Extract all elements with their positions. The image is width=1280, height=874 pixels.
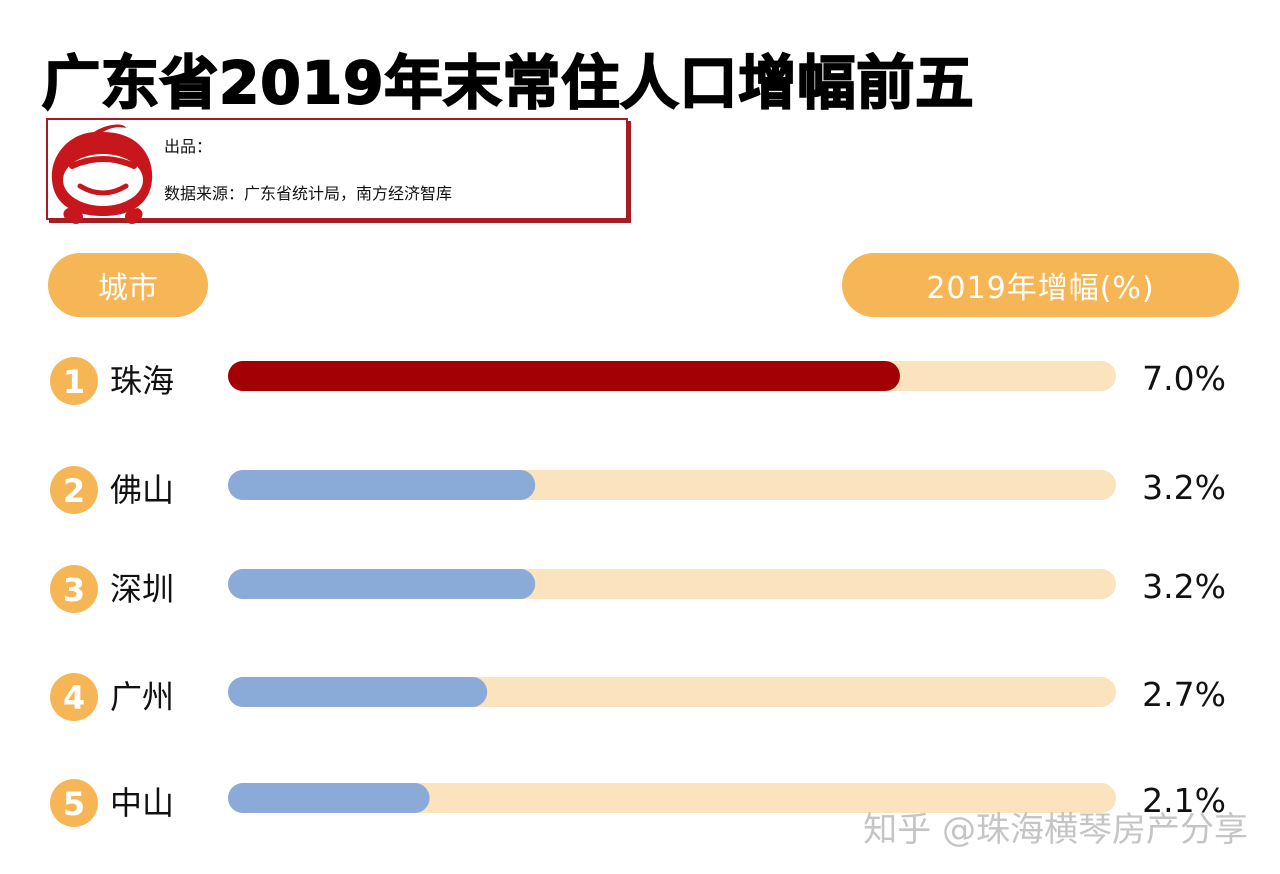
bar-track — [228, 783, 1116, 813]
city-label: 珠海 — [110, 362, 174, 400]
rank-number: 1 — [63, 363, 85, 401]
value-label: 3.2% — [1142, 468, 1226, 507]
rank-number: 5 — [63, 785, 85, 823]
city-label: 深圳 — [110, 570, 174, 608]
city-header-pill: 城市 — [48, 253, 208, 317]
page-title: 广东省2019年末常住人口增幅前五 — [41, 48, 975, 118]
value-label: 7.0% — [1142, 359, 1226, 398]
watermark: 知乎 @珠海横琴房产分享 — [863, 810, 1248, 850]
rank-badge — [50, 565, 98, 613]
value-label: 3.2% — [1142, 567, 1226, 606]
rank-badge — [50, 357, 98, 405]
city-label: 中山 — [110, 784, 174, 822]
bar — [228, 783, 430, 813]
growth-header-pill: 2019年增幅(%) — [842, 253, 1239, 317]
city-label: 广州 — [110, 678, 174, 716]
rank-badge — [50, 466, 98, 514]
rank-badge — [50, 673, 98, 721]
bar — [228, 470, 536, 500]
value-label: 2.7% — [1142, 675, 1226, 714]
data-source: 数据来源：广东省统计局，南方经济智库 — [164, 184, 453, 203]
producer-label: 出品： — [164, 137, 213, 156]
value-label: 2.1% — [1142, 781, 1226, 820]
city-label: 佛山 — [110, 471, 174, 509]
rank-number: 2 — [63, 472, 85, 510]
bar — [228, 361, 900, 391]
rank-number: 4 — [63, 679, 85, 717]
rank-badge — [50, 779, 98, 827]
bar — [228, 569, 536, 599]
bar — [228, 677, 488, 707]
rank-number: 3 — [63, 571, 85, 609]
mascot-logo-icon — [51, 124, 153, 224]
